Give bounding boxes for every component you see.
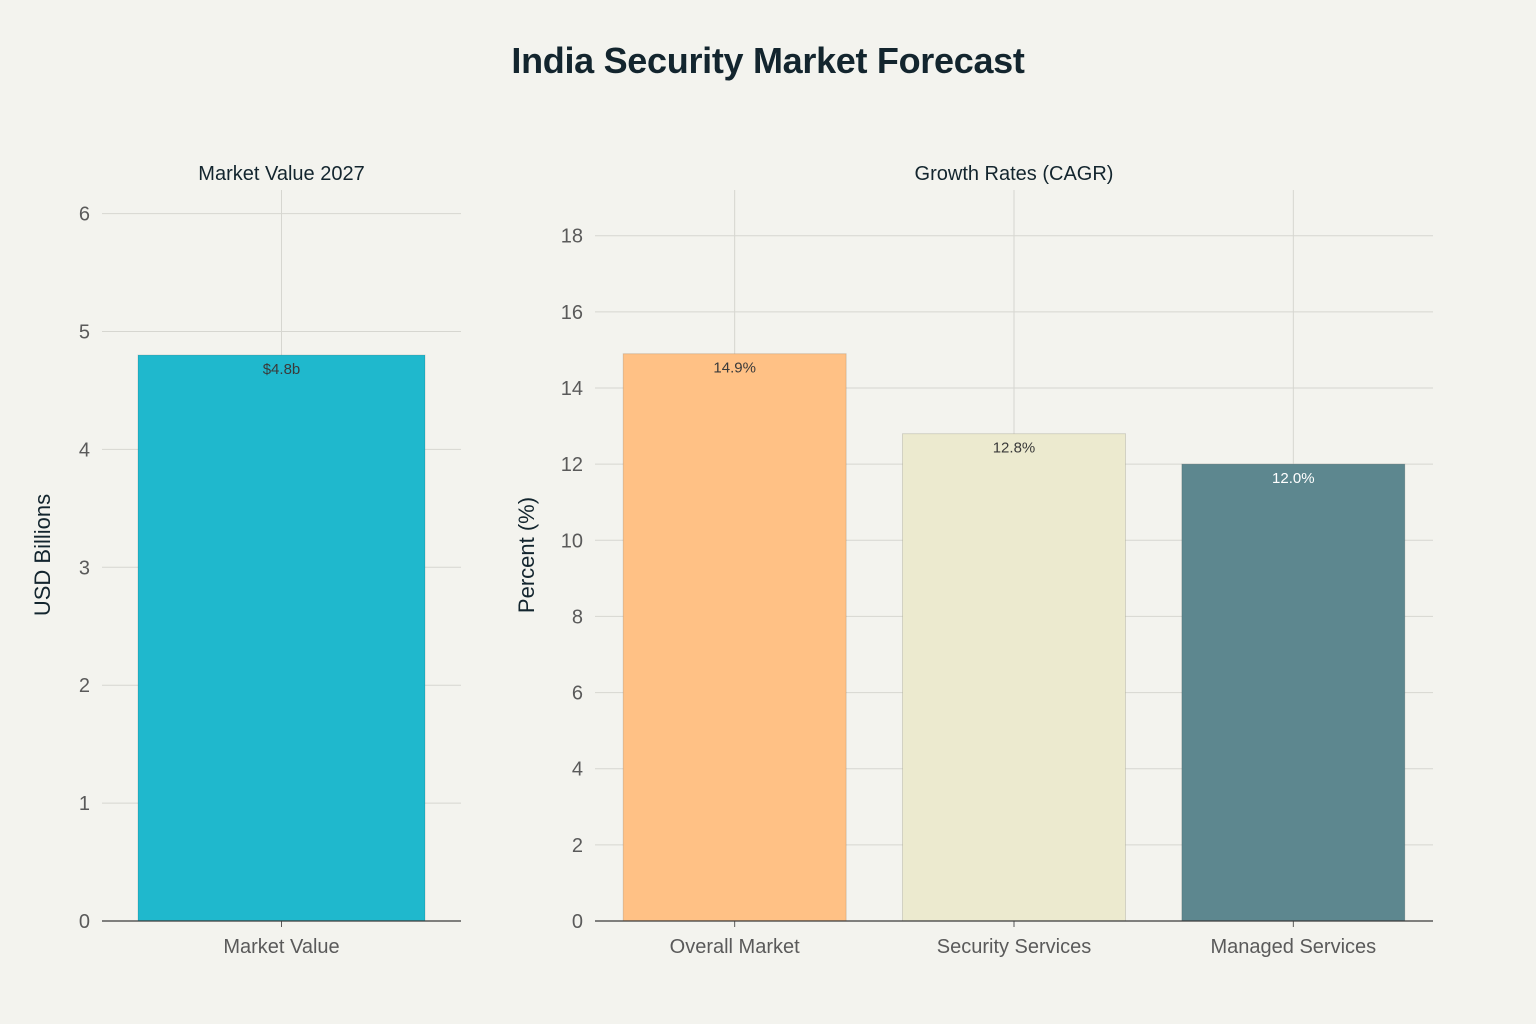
y-tick-label: 6 xyxy=(572,683,583,705)
x-tick-label: Managed Services xyxy=(1211,936,1377,958)
y-tick-label: 6 xyxy=(79,204,90,226)
y-tick-label: 2 xyxy=(79,675,90,697)
y-tick-label: 3 xyxy=(79,557,90,579)
y-axis-title: USD Billions xyxy=(30,494,55,616)
data-label: $4.8b xyxy=(263,361,301,378)
y-tick-label: 18 xyxy=(561,226,583,248)
y-axis-title: Percent (%) xyxy=(514,497,539,613)
y-tick-label: 2 xyxy=(572,835,583,857)
y-tick-label: 5 xyxy=(79,321,90,343)
y-tick-label: 4 xyxy=(79,439,90,461)
y-tick-label: 16 xyxy=(561,302,583,324)
y-tick-label: 10 xyxy=(561,530,583,552)
y-tick-label: 4 xyxy=(572,759,583,781)
subplot-title: Growth Rates (CAGR) xyxy=(915,163,1114,185)
page-title: India Security Market Forecast xyxy=(511,40,1025,81)
y-tick-label: 0 xyxy=(572,911,583,933)
x-tick-label: Overall Market xyxy=(670,936,800,958)
bar xyxy=(622,353,847,922)
data-label: 12.8% xyxy=(993,440,1036,457)
data-label: 14.9% xyxy=(713,360,756,377)
y-tick-label: 0 xyxy=(79,911,90,933)
bar xyxy=(1181,463,1406,922)
y-tick-label: 14 xyxy=(561,378,583,400)
y-tick-label: 8 xyxy=(572,606,583,628)
x-tick-label: Security Services xyxy=(937,936,1092,958)
data-label: 12.0% xyxy=(1272,470,1315,487)
bar xyxy=(137,354,426,922)
bar xyxy=(902,433,1126,922)
y-tick-label: 12 xyxy=(561,454,583,476)
x-tick-label: Market Value xyxy=(223,936,339,958)
y-tick-label: 1 xyxy=(79,793,90,815)
subplot-title: Market Value 2027 xyxy=(198,163,364,185)
